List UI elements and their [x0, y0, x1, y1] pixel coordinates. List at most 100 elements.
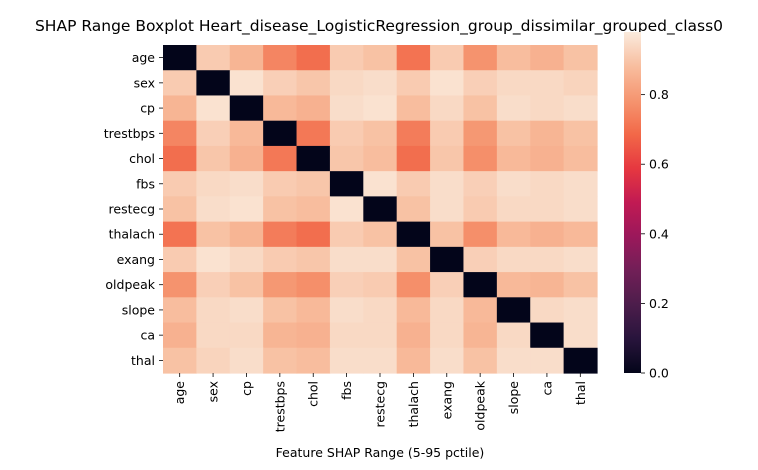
y-tick-label: oldpeak — [105, 277, 155, 292]
heatmap-cell — [496, 171, 531, 197]
heatmap-cell — [263, 347, 298, 374]
heatmap-cell — [363, 120, 398, 147]
heatmap-cell — [496, 196, 531, 223]
heatmap-cell — [496, 322, 531, 349]
heatmap-cell — [396, 297, 431, 324]
y-tick-label: exang — [117, 252, 155, 267]
heatmap-cell — [496, 70, 531, 97]
y-tick-label: cp — [140, 101, 155, 116]
heatmap-cell — [396, 120, 431, 147]
y-tick-label: thalach — [109, 227, 155, 242]
heatmap-cell — [563, 322, 598, 349]
heatmap-cell — [329, 272, 364, 298]
heatmap-cell — [363, 246, 398, 273]
heatmap-cell — [196, 70, 231, 97]
heatmap-cell — [363, 297, 398, 324]
heatmap-cell — [229, 246, 264, 273]
heatmap-cell — [329, 45, 364, 71]
heatmap-cell — [329, 145, 364, 172]
y-tick-label: age — [132, 50, 156, 65]
heatmap-cell — [329, 171, 364, 197]
heatmap-cell — [530, 272, 565, 298]
heatmap-cell — [363, 347, 398, 374]
heatmap-cell — [163, 246, 197, 273]
heatmap-cell — [329, 297, 364, 324]
heatmap-cell — [229, 70, 264, 97]
heatmap-cell — [396, 347, 431, 374]
y-tick-label: fbs — [136, 176, 155, 191]
heatmap-cell — [196, 322, 231, 349]
heatmap-cell — [163, 297, 197, 324]
y-tick-label: ca — [140, 328, 155, 343]
heatmap-cell — [496, 120, 531, 147]
heatmap-cell — [163, 120, 197, 147]
heatmap-cell — [396, 246, 431, 273]
heatmap-cell — [296, 45, 331, 71]
heatmap-cell — [463, 70, 498, 97]
heatmap-cell — [396, 70, 431, 97]
x-tick-labels: age sex cp trestbps chol fbs restecg thalach exa… — [172, 373, 588, 432]
y-tick-labels: age sex cp trestbps chol fbs restecg thalach exa… — [104, 50, 163, 368]
heatmap-cell — [163, 272, 197, 298]
heatmap-cell — [363, 196, 398, 223]
heatmap-cell — [196, 297, 231, 324]
heatmap-cell — [196, 221, 231, 248]
heatmap-cell — [229, 95, 264, 122]
heatmap-cell — [296, 145, 331, 172]
heatmap-cell — [229, 347, 264, 374]
x-tick-label: chol — [306, 381, 321, 407]
heatmap-cell — [296, 347, 331, 374]
heatmap-cell — [463, 171, 498, 197]
heatmap-cell — [229, 272, 264, 298]
colorbar-tick-label: 0.8 — [649, 87, 669, 102]
heatmap-cell — [530, 95, 565, 122]
heatmap-cell — [263, 297, 298, 324]
chart-title: SHAP Range Boxplot Heart_disease_Logisti… — [35, 17, 723, 36]
heatmap-cell — [430, 70, 465, 97]
heatmap-cell — [396, 221, 431, 248]
y-tick-label: chol — [129, 151, 155, 166]
x-tick-label: trestbps — [272, 381, 287, 432]
heatmap-cell — [430, 322, 465, 349]
heatmap-cell — [263, 45, 298, 71]
heatmap-cell — [530, 221, 565, 248]
heatmap-cell — [530, 322, 565, 349]
heatmap-cell — [363, 171, 398, 197]
heatmap-cell — [530, 45, 565, 71]
heatmap-cells — [163, 45, 598, 374]
heatmap-cell — [329, 221, 364, 248]
heatmap-cell — [530, 120, 565, 147]
heatmap-cell — [463, 45, 498, 71]
heatmap-cell — [463, 272, 498, 298]
heatmap-cell — [363, 95, 398, 122]
x-tick-label: cp — [239, 381, 254, 396]
heatmap-cell — [163, 145, 197, 172]
heatmap-cell — [463, 145, 498, 172]
heatmap-cell — [430, 45, 465, 71]
colorbar-tick-label: 0.2 — [649, 296, 669, 311]
heatmap-cell — [563, 70, 598, 97]
x-tick-label: thal — [573, 381, 588, 405]
y-tick-label: restecg — [109, 202, 155, 217]
heatmap-cell — [463, 297, 498, 324]
heatmap-cell — [430, 347, 465, 374]
x-tick-label: restecg — [373, 381, 388, 427]
heatmap-cell — [329, 120, 364, 147]
heatmap-cell — [296, 95, 331, 122]
heatmap-cell — [363, 272, 398, 298]
heatmap-cell — [329, 322, 364, 349]
heatmap-cell — [463, 347, 498, 374]
heatmap-cell — [296, 246, 331, 273]
heatmap-cell — [496, 221, 531, 248]
y-tick-label: thal — [131, 353, 155, 368]
colorbar-tick-label: 0.4 — [649, 226, 669, 241]
heatmap-cell — [196, 196, 231, 223]
heatmap-cell — [396, 272, 431, 298]
heatmap-cell — [530, 347, 565, 374]
heatmap-cell — [229, 120, 264, 147]
heatmap-cell — [329, 95, 364, 122]
heatmap-cell — [496, 95, 531, 122]
heatmap-cell — [363, 45, 398, 71]
heatmap-cell — [196, 120, 231, 147]
